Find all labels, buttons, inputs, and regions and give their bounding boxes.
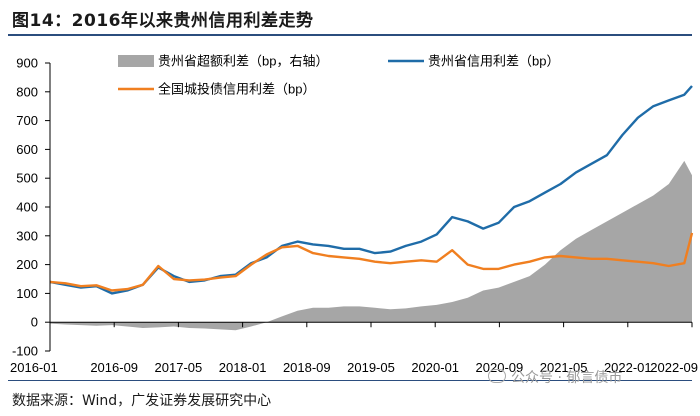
watermark-text: 公众号 · 郁言债市 (511, 370, 623, 386)
x-tick-label: 2018-01 (219, 360, 267, 375)
y-tick-label: 600 (16, 142, 38, 157)
legend-2-label: 贵州省信用利差（bp） (428, 54, 559, 69)
x-tick-label: 2016-09 (90, 360, 138, 375)
legend-3-label: 全国城投债信用利差（bp） (158, 82, 315, 97)
y-tick-label: 700 (16, 113, 38, 128)
spread-chart: -100 0 100 200 300 400 500 600 700 800 900 2016-01… (10, 54, 698, 376)
y-tick-label: 0 (31, 315, 38, 330)
y-tick-label: 400 (16, 200, 38, 215)
x-tick-label: 2022-01 (604, 360, 652, 375)
plot-area (49, 85, 694, 331)
y-tick-label: 500 (16, 171, 38, 186)
series-3-line (49, 232, 694, 292)
y-tick-label: 900 (16, 56, 38, 71)
x-tick-label: 2016-01 (10, 360, 58, 375)
wechat-icon (488, 369, 506, 383)
chart-title: 图14：2016年以来贵州信用利差走势 (12, 11, 314, 31)
y-tick-label: 300 (16, 228, 38, 243)
y-axis: -100 0 100 200 300 400 500 600 700 800 900 (12, 56, 51, 359)
y-tick-label: -100 (12, 344, 38, 359)
footer-divider (8, 380, 692, 381)
series-1-area (50, 160, 692, 331)
legend-1-label: 贵州省超额利差（bp，右轴） (158, 54, 328, 69)
x-tick-label: 2017-05 (155, 360, 203, 375)
y-tick-label: 100 (16, 286, 38, 301)
legend-1-swatch (118, 55, 154, 67)
x-tick-label: 2022-09 (650, 360, 698, 375)
x-tick-label: 2020-09 (476, 360, 524, 375)
x-tick-label: 2021-05 (540, 360, 588, 375)
source-note: 数据来源：Wind，广发证券发展研究中心 (12, 393, 272, 409)
x-tick-label: 2019-05 (347, 360, 395, 375)
legend: 贵州省超额利差（bp，右轴） 贵州省信用利差（bp） 全国城投债信用利差（bp） (118, 54, 559, 97)
x-tick-label: 2018-09 (283, 360, 331, 375)
title-divider (8, 34, 692, 36)
x-axis: 2016-01 2016-09 2017-05 2018-01 2018-09 2019-… (10, 321, 698, 375)
watermark: 公众号 · 郁言债市 (488, 367, 622, 387)
x-tick-label: 2020-01 (411, 360, 459, 375)
y-tick-label: 200 (16, 257, 38, 272)
y-tick-label: 800 (16, 84, 38, 99)
